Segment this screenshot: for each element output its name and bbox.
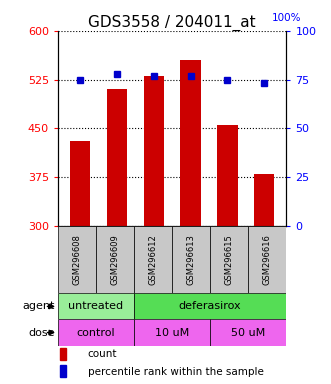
Text: deferasirox: deferasirox [179, 301, 242, 311]
Text: 50 uM: 50 uM [231, 328, 265, 338]
Bar [217, 125, 238, 226]
Text: control: control [77, 328, 115, 338]
Bar [96, 226, 134, 293]
Text: GSM296615: GSM296615 [225, 234, 234, 285]
Bar [144, 76, 164, 226]
Bar [70, 141, 90, 226]
Text: GSM296612: GSM296612 [149, 234, 158, 285]
Bar [58, 226, 96, 293]
Bar [180, 60, 201, 226]
Bar [60, 348, 66, 360]
Text: dose: dose [28, 328, 55, 338]
Bar [134, 293, 286, 319]
Text: agent: agent [22, 301, 55, 311]
Text: GSM296609: GSM296609 [111, 234, 119, 285]
Text: GSM296613: GSM296613 [187, 234, 196, 285]
Text: GSM296608: GSM296608 [72, 234, 81, 285]
Text: percentile rank within the sample: percentile rank within the sample [88, 366, 263, 377]
Bar [60, 365, 66, 377]
Text: 10 uM: 10 uM [155, 328, 189, 338]
Text: GSM296616: GSM296616 [263, 234, 272, 285]
Bar [58, 293, 134, 319]
Title: GDS3558 / 204011_at: GDS3558 / 204011_at [88, 15, 256, 31]
Text: count: count [88, 349, 117, 359]
Bar [254, 174, 274, 226]
Text: untreated: untreated [69, 301, 123, 311]
Bar [134, 319, 210, 346]
Bar [210, 319, 286, 346]
Bar [172, 226, 210, 293]
Bar [210, 226, 248, 293]
Bar [248, 226, 286, 293]
Text: 100%: 100% [271, 13, 301, 23]
Bar [134, 226, 172, 293]
Bar [58, 319, 134, 346]
Bar [107, 89, 127, 226]
